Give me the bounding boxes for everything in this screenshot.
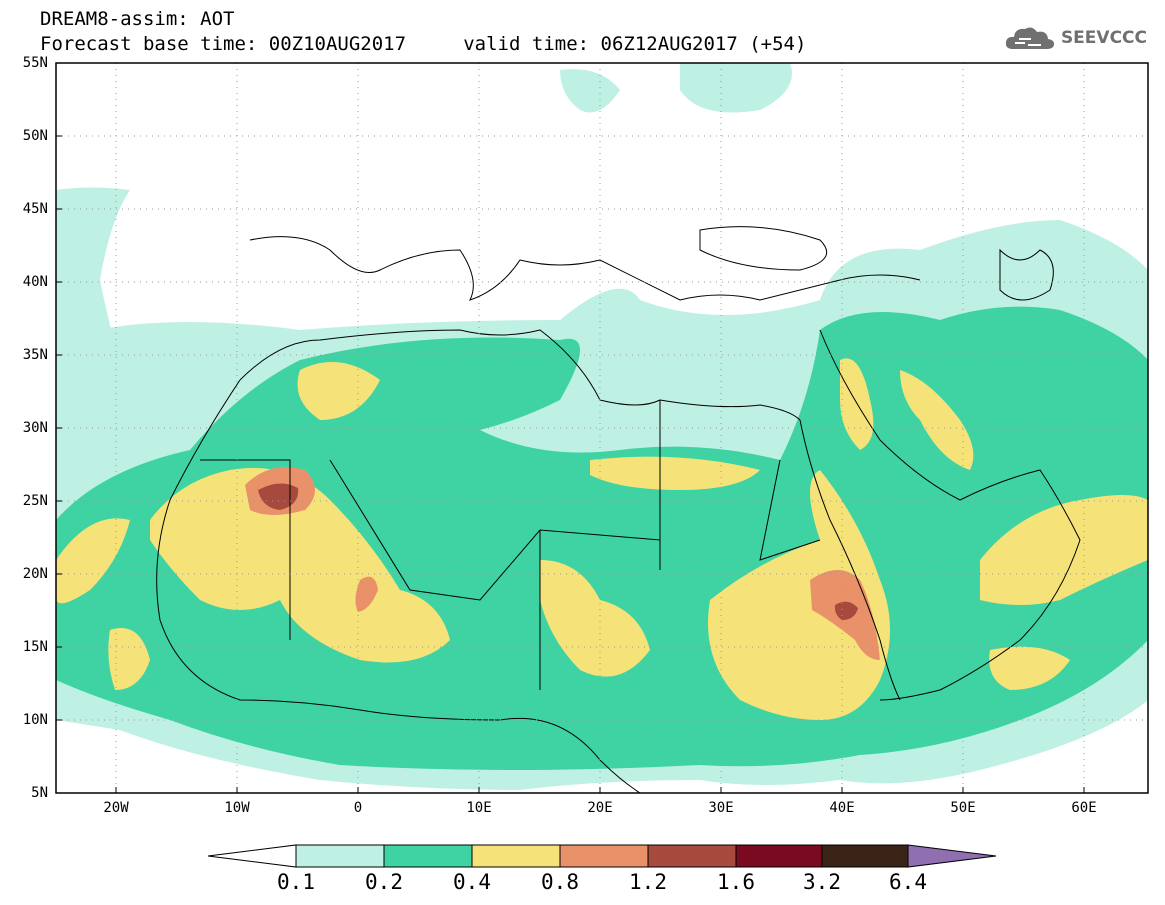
lon-label: 60E — [1071, 800, 1097, 816]
lat-label: 30N — [22, 420, 48, 436]
coastline-black-sea — [699, 226, 828, 271]
aot-band-0.4-oman — [980, 495, 1148, 605]
colorbar-label: 0.1 — [277, 870, 315, 894]
cloud-icon — [1005, 27, 1055, 49]
lat-label: 5N — [31, 785, 48, 801]
title-line-1: DREAM8-assim: AOT — [40, 8, 235, 30]
gridlines — [56, 63, 1148, 793]
colorbar-segment-6 — [821, 844, 909, 868]
coastline-red-sea — [799, 419, 901, 701]
aot-band-0.4-coast — [56, 518, 130, 604]
coastline-arabia — [819, 329, 1081, 701]
lon-label: 0 — [353, 800, 363, 816]
lon-label: 20E — [587, 800, 613, 816]
lat-label: 45N — [22, 201, 48, 217]
colorbar-label: 0.2 — [365, 870, 403, 894]
aot-band-0.1-north — [560, 63, 792, 113]
colorbar-label: 3.2 — [803, 870, 841, 894]
aot-band-0.1-atlantic — [56, 187, 130, 380]
colorbar-segment-1 — [383, 844, 473, 868]
title-line-2: Forecast base time: 00Z10AUG2017 valid t… — [40, 33, 807, 55]
aot-band-0.8-mali — [355, 576, 378, 612]
lat-label: 25N — [22, 493, 48, 509]
aot-band-0.4-sahara-belt — [590, 456, 760, 490]
lon-label: 10W — [224, 800, 250, 816]
aot-band-0.4-morocco — [297, 362, 380, 420]
colorbar-label: 0.4 — [453, 870, 491, 894]
colorbar-segment-0 — [295, 844, 385, 868]
border-sahara — [200, 400, 821, 690]
lat-label: 50N — [22, 128, 48, 144]
colorbar-label: 6.4 — [889, 870, 927, 894]
lat-label: 20N — [22, 566, 48, 582]
lon-label: 40E — [829, 800, 855, 816]
seevccc-logo: SEEVCCC — [1003, 24, 1147, 52]
colorbar-label: 1.2 — [629, 870, 667, 894]
lat-label: 55N — [22, 55, 48, 71]
lat-label: 40N — [22, 274, 48, 290]
lat-label: 15N — [22, 639, 48, 655]
aot-band-0.4-guinea — [108, 628, 150, 690]
colorbar-label: 0.8 — [541, 870, 579, 894]
lat-label: 35N — [22, 347, 48, 363]
aot-band-0.4-sudan — [708, 470, 890, 720]
lon-label: 30E — [708, 800, 734, 816]
colorbar-segment-2 — [471, 844, 561, 868]
colorbar — [207, 844, 997, 868]
colorbar-segment-5 — [735, 844, 823, 868]
coastline-west-africa — [156, 379, 641, 793]
aot-band-1.2-eritrea — [834, 601, 858, 620]
aot-band-0.4-yemen — [989, 646, 1070, 690]
aot-band-0.4-chad — [540, 560, 650, 677]
colorbar-segment-over — [907, 844, 997, 868]
aot-band-0.4-west-africa — [150, 468, 450, 663]
lat-label: 10N — [22, 712, 48, 728]
coastline-caspian — [999, 248, 1054, 301]
colorbar-segment-under — [207, 844, 297, 868]
axis-ticks — [56, 135, 1085, 793]
lon-label: 50E — [950, 800, 976, 816]
colorbar-label: 1.6 — [717, 870, 755, 894]
logo-text: SEEVCCC — [1060, 28, 1147, 48]
lon-label: 20W — [103, 800, 129, 816]
coastline-europe — [249, 236, 921, 301]
aot-band-1.2-mauritania — [258, 483, 299, 510]
lon-label: 10E — [466, 800, 492, 816]
colorbar-segment-3 — [559, 844, 649, 868]
coastline-north-africa — [239, 329, 801, 421]
colorbar-segment-4 — [647, 844, 737, 868]
aot-band-0.4-arabia — [840, 358, 974, 470]
